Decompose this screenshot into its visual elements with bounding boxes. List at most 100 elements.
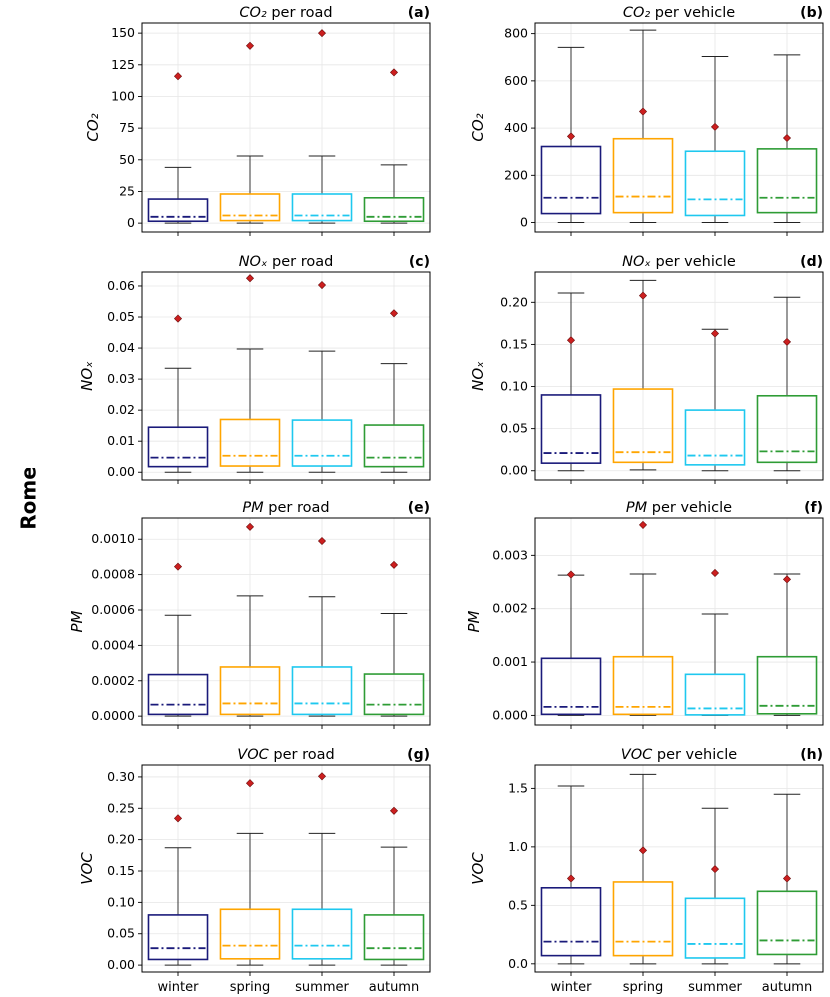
y-tick-label: 0.10 [107, 894, 135, 909]
box-spring [219, 908, 281, 960]
y-tick-label: 0.15 [107, 863, 135, 878]
box-autumn [363, 197, 425, 223]
box-winter [540, 394, 602, 464]
mean-marker-winter [173, 314, 183, 323]
y-tick-label: 25 [119, 183, 135, 198]
y-axis-label: CO₂ [469, 113, 487, 141]
panel-title-pollutant: CO₂ [239, 5, 267, 21]
panel-title: PM per road [242, 500, 329, 516]
box-summer [291, 419, 353, 467]
panel-title-suffix: per road [264, 500, 330, 516]
y-tick-label: 0.02 [107, 402, 135, 417]
panel-letter: (e) [408, 500, 430, 516]
box-winter [540, 886, 602, 957]
y-axis-label: VOC [78, 852, 96, 885]
y-tick-label: 0.0006 [91, 602, 135, 617]
x-tick-label: autumn [762, 980, 812, 995]
y-tick-label: 0.25 [107, 800, 135, 815]
y-tick-label: 0.15 [500, 336, 528, 351]
y-tick-label: 200 [504, 167, 528, 182]
x-tick-label: winter [158, 980, 200, 995]
box-winter [147, 198, 209, 223]
x-tick-label: summer [295, 980, 349, 995]
axes-frame [141, 22, 431, 233]
box-autumn [756, 655, 818, 715]
box-summer [291, 908, 353, 960]
y-tick-label: 125 [111, 57, 135, 72]
y-tick-label: 0.00 [107, 464, 135, 479]
panel-title: CO₂ per road [239, 5, 332, 21]
panel-letter: (f) [804, 500, 823, 516]
panel-g: 0.00 0.05 0.10 0.15 0.20 0.25 0.30 winter spring… [78, 747, 431, 995]
box-winter [540, 145, 602, 215]
box-spring [612, 881, 674, 957]
axes-frame [141, 271, 431, 481]
mean-marker-autumn [389, 68, 399, 77]
panel-letter: (h) [800, 747, 823, 763]
mean-marker-winter [566, 132, 576, 141]
y-axis-label: VOC [469, 852, 487, 885]
box-spring [219, 666, 281, 716]
panel-a: 0 25 50 75 100 125 150 CO₂ per road (a) CO₂ [84, 5, 431, 236]
mean-marker-summer [710, 568, 720, 577]
panel-title-suffix: per road [267, 5, 333, 21]
y-tick-label: 0.00 [107, 957, 135, 972]
mean-marker-spring [245, 779, 255, 788]
y-tick-label: 400 [504, 120, 528, 135]
y-tick-label: 0.000 [492, 707, 528, 722]
box-autumn [756, 394, 818, 464]
box-spring [612, 388, 674, 464]
y-tick-label: 0.01 [107, 433, 135, 448]
panel-title-suffix: per road [267, 254, 333, 270]
mean-marker-summer [710, 865, 720, 874]
y-tick-label: 0.06 [107, 278, 135, 293]
y-axis-label: NOₓ [469, 361, 487, 391]
panel-title-pollutant: NOₓ [239, 254, 268, 270]
box-spring [219, 193, 281, 222]
panel-title-suffix: per vehicle [650, 5, 735, 21]
y-tick-label: 0.003 [492, 547, 528, 562]
y-tick-label: 0.002 [492, 601, 528, 616]
x-tick-label: spring [623, 980, 663, 995]
y-tick-label: 0.0 [508, 956, 528, 971]
y-tick-label: 0.20 [500, 294, 528, 309]
y-tick-label: 600 [504, 73, 528, 88]
y-tick-label: 0 [520, 215, 528, 230]
mean-marker-winter [173, 562, 183, 571]
y-tick-label: 0.05 [107, 309, 135, 324]
axes-frame [141, 517, 431, 726]
mean-marker-summer [710, 329, 720, 338]
box-spring [612, 655, 674, 716]
panel-letter: (a) [408, 5, 430, 21]
y-tick-label: 150 [111, 25, 135, 40]
mean-marker-autumn [782, 575, 792, 584]
panel-title: VOC per road [237, 747, 334, 763]
box-autumn [756, 890, 818, 956]
box-spring [219, 418, 281, 467]
x-tick-label: winter [551, 980, 593, 995]
y-tick-label: 0.00 [500, 463, 528, 478]
mean-marker-summer [317, 772, 327, 781]
mean-marker-summer [317, 29, 327, 38]
y-tick-label: 0.0010 [91, 531, 135, 546]
city-label: Rome [17, 468, 41, 528]
mean-marker-autumn [389, 309, 399, 318]
axes-frame [534, 271, 824, 481]
box-winter [147, 914, 209, 961]
box-summer [684, 673, 746, 716]
y-tick-label: 0.30 [107, 769, 135, 784]
y-tick-label: 0.0000 [91, 708, 135, 723]
axes-frame [534, 764, 824, 973]
mean-marker-spring [245, 274, 255, 283]
y-tick-label: 0.04 [107, 340, 135, 355]
mean-marker-winter [566, 570, 576, 579]
panel-title-pollutant: NOₓ [622, 254, 651, 270]
y-tick-label: 0.0008 [91, 567, 135, 582]
y-tick-label: 0.5 [508, 897, 528, 912]
panel-b: 0 200 400 600 800 CO₂ per vehicle (b) CO₂ [469, 5, 824, 236]
panel-h: 0.0 0.5 1.0 1.5 winter spring summer autumn VOC … [469, 747, 824, 995]
mean-marker-autumn [389, 806, 399, 815]
panel-title-pollutant: VOC [621, 747, 653, 763]
mean-marker-summer [710, 122, 720, 131]
